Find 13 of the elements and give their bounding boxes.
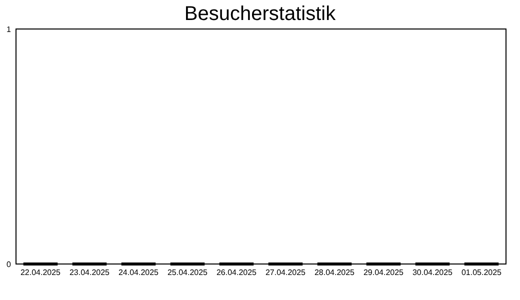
- y-tick-label: 0: [6, 260, 12, 269]
- x-tick-label: 01.05.2025: [461, 268, 502, 277]
- x-tick-label: 29.04.2025: [363, 268, 404, 277]
- x-tick-label: 23.04.2025: [69, 268, 110, 277]
- x-tick-label: 30.04.2025: [412, 268, 454, 277]
- x-tick-label: 28.04.2025: [314, 268, 356, 277]
- x-tick-label: 25.04.2025: [167, 268, 208, 277]
- x-tick-label: 24.04.2025: [118, 268, 160, 277]
- x-tick-label: 26.04.2025: [216, 268, 258, 277]
- x-tick-label: 27.04.2025: [265, 268, 306, 277]
- x-tick-label: 22.04.2025: [20, 268, 62, 277]
- chart-title: Besucherstatistik: [184, 3, 337, 25]
- y-tick-label: 1: [6, 24, 12, 34]
